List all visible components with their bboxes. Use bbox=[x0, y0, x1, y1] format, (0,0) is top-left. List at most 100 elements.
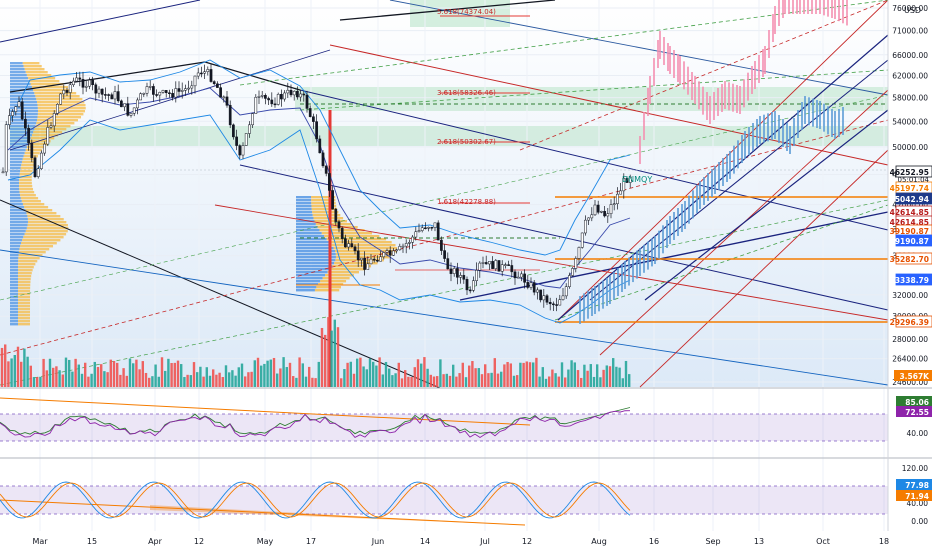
vprofile-orange-bar bbox=[19, 179, 32, 182]
vprofile-blue-bar bbox=[10, 197, 21, 200]
vprofile-orange-bar bbox=[30, 83, 64, 86]
vprofile-blue-bar bbox=[296, 244, 332, 247]
candle-body bbox=[225, 96, 229, 106]
vprofile-orange-bar bbox=[18, 272, 32, 275]
candle bbox=[155, 89, 158, 98]
volume-bar bbox=[215, 374, 218, 387]
candle bbox=[292, 90, 296, 101]
date-tick-label: 14 bbox=[420, 537, 430, 546]
candle-body bbox=[219, 87, 222, 98]
volume-bar bbox=[119, 374, 122, 387]
volume-bar bbox=[330, 330, 333, 387]
candle-body bbox=[289, 89, 293, 96]
red-channel-lower bbox=[639, 149, 889, 388]
candle bbox=[190, 80, 194, 95]
vprofile-orange-bar bbox=[33, 89, 73, 92]
candle bbox=[417, 223, 421, 233]
candle-body bbox=[238, 145, 242, 156]
volume-bar bbox=[304, 376, 308, 387]
candle bbox=[443, 244, 446, 262]
volume-bar bbox=[317, 361, 320, 387]
candle bbox=[219, 83, 222, 98]
candle-body bbox=[292, 91, 296, 96]
volume-bar bbox=[567, 369, 570, 387]
candle bbox=[350, 238, 354, 248]
candle-body bbox=[616, 193, 619, 204]
date-axis[interactable]: Mar 15 Apr 12 May 17 Jun 14 Jul 12 Aug 16 Sep 13 Oct 18 bbox=[32, 537, 889, 546]
vprofile-orange-bar bbox=[21, 161, 36, 164]
candle-body bbox=[590, 214, 594, 219]
candle bbox=[65, 87, 69, 97]
vprofile-blue-bar bbox=[10, 221, 28, 224]
volume-bar bbox=[212, 369, 215, 387]
vprofile-blue-bar bbox=[10, 128, 35, 131]
candle-body bbox=[232, 124, 235, 138]
vprofile-blue-bar bbox=[10, 83, 31, 86]
candle-body bbox=[331, 190, 334, 210]
candle bbox=[145, 82, 149, 97]
volume-bar bbox=[23, 348, 26, 387]
candle-body bbox=[516, 276, 520, 279]
currency-label: USD bbox=[904, 6, 921, 15]
volume-bar bbox=[439, 359, 442, 387]
volume-bar bbox=[506, 362, 509, 387]
vprofile-blue-bar bbox=[296, 256, 336, 259]
volume-bar bbox=[560, 362, 564, 387]
vprofile-blue-bar bbox=[10, 281, 19, 284]
vprofile-blue-bar bbox=[10, 191, 20, 194]
volume-bar bbox=[346, 362, 349, 387]
price-tick-label: 58000.00 bbox=[892, 94, 928, 103]
vprofile-blue-bar bbox=[10, 227, 27, 230]
volume-bar bbox=[96, 366, 100, 387]
candle-body bbox=[91, 79, 94, 86]
vprofile-orange-bar bbox=[22, 239, 61, 242]
candle-body bbox=[145, 86, 149, 94]
fib-labels: 5.618(74374.04) 3.618(58326.46) 2.618(5030… bbox=[437, 8, 496, 206]
candle bbox=[100, 88, 104, 103]
vprofile-orange-bar bbox=[23, 236, 64, 239]
rsi-badge-label: 85.06 bbox=[905, 398, 929, 407]
vprofile-blue-bar bbox=[10, 305, 18, 308]
volume-bar bbox=[612, 358, 615, 387]
red-descending-2 bbox=[214, 204, 889, 321]
vprofile-blue-bar bbox=[10, 113, 38, 116]
candle bbox=[177, 81, 181, 97]
date-tick-label: May bbox=[257, 537, 274, 546]
candle-body bbox=[8, 115, 11, 125]
volume-bar bbox=[509, 363, 512, 387]
volume-bar bbox=[455, 376, 458, 387]
price-badge-label: 33338.79 bbox=[890, 276, 929, 285]
vprofile-blue-bar bbox=[296, 253, 336, 256]
candle bbox=[353, 244, 357, 255]
volume-bar bbox=[266, 360, 269, 387]
candle bbox=[68, 81, 72, 100]
vprofile-orange-bar bbox=[19, 188, 34, 191]
candle-body bbox=[222, 96, 226, 99]
stoch-band bbox=[0, 486, 888, 514]
candle bbox=[216, 81, 219, 88]
candle bbox=[104, 87, 107, 100]
candle bbox=[43, 141, 46, 156]
vprofile-orange-bar bbox=[18, 254, 43, 257]
candle-body bbox=[619, 190, 622, 195]
candle-body bbox=[369, 258, 373, 265]
volume-bar bbox=[621, 378, 624, 387]
volume-bar bbox=[490, 372, 493, 387]
volume-bar bbox=[301, 363, 304, 387]
price-axis-background bbox=[888, 0, 932, 531]
price-tick-label: 62000.00 bbox=[892, 72, 928, 81]
candle bbox=[580, 232, 584, 249]
candle bbox=[142, 92, 146, 97]
candle-body bbox=[72, 80, 75, 86]
candle bbox=[315, 114, 318, 143]
rsi-pane-background bbox=[0, 389, 888, 457]
candle bbox=[539, 289, 542, 303]
candle bbox=[462, 268, 466, 284]
volume-bar bbox=[493, 358, 496, 387]
price-badge: 45042.94 bbox=[890, 192, 932, 205]
descending-black-line bbox=[0, 199, 441, 389]
candle-body bbox=[33, 157, 37, 177]
volume-bar bbox=[413, 367, 416, 387]
volume-bar bbox=[314, 378, 317, 387]
